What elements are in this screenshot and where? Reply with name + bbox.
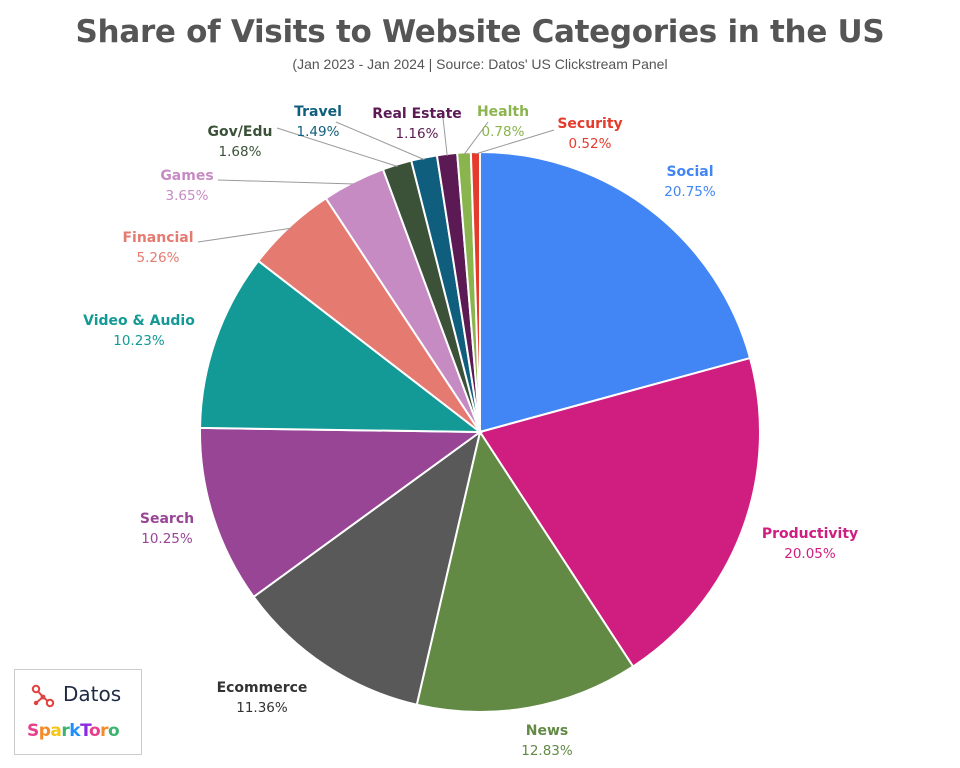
leader-line-financial xyxy=(197,227,291,243)
slice-value-travel: 1.49% xyxy=(297,124,340,140)
slice-value-productivity: 20.05% xyxy=(784,546,836,562)
leader-line-security xyxy=(475,129,555,155)
slice-value-search: 10.25% xyxy=(141,531,193,547)
leader-lines xyxy=(197,117,555,243)
logo-box: Datos SparkToro xyxy=(14,669,142,755)
leader-line-health xyxy=(463,121,489,155)
slice-label-gov-edu: Gov/Edu xyxy=(208,124,273,140)
datos-logo-text: Datos xyxy=(63,682,122,706)
pie-slice-security xyxy=(469,150,481,433)
slice-value-social: 20.75% xyxy=(664,184,716,200)
slice-label-financial: Financial xyxy=(122,230,193,246)
pie-slice-ecommerce xyxy=(252,429,482,706)
slice-label-health: Health xyxy=(477,104,529,120)
leader-line-real-estate xyxy=(442,117,448,156)
pie-slice-productivity xyxy=(478,356,761,668)
datos-network-icon xyxy=(31,684,55,708)
pie-slices xyxy=(199,150,761,713)
slice-value-news: 12.83% xyxy=(521,743,573,759)
slice-label-games: Games xyxy=(160,168,213,184)
slice-label-search: Search xyxy=(140,511,194,527)
leader-line-travel xyxy=(335,121,425,161)
slice-label-video-and-audio: Video & Audio xyxy=(83,313,195,329)
slice-value-security: 0.52% xyxy=(569,136,612,152)
slice-label-news: News xyxy=(526,723,568,739)
slice-label-ecommerce: Ecommerce xyxy=(217,680,308,696)
slice-value-health: 0.78% xyxy=(482,124,525,140)
slice-value-video-and-audio: 10.23% xyxy=(113,333,165,349)
sparktoro-logo: SparkToro xyxy=(27,721,120,741)
slice-value-real-estate: 1.16% xyxy=(396,126,439,142)
leader-line-games xyxy=(217,179,355,185)
slice-label-security: Security xyxy=(557,116,622,132)
slice-label-productivity: Productivity xyxy=(762,526,858,542)
slice-value-financial: 5.26% xyxy=(137,250,180,266)
pie-slice-news xyxy=(415,429,635,713)
chart-subtitle: (Jan 2023 - Jan 2024 | Source: Datos' US… xyxy=(292,56,668,72)
slice-labels: Social 20.75% Productivity 20.05% News 12.83%… xyxy=(83,104,858,759)
pie-slice-social xyxy=(479,150,752,434)
slice-label-social: Social xyxy=(666,164,713,180)
slice-value-ecommerce: 11.36% xyxy=(236,700,288,716)
pie-slice-video-and-audio xyxy=(199,259,483,434)
chart-title: Share of Visits to Website Categories in… xyxy=(75,14,885,50)
leader-line-gov-edu xyxy=(276,127,398,167)
slice-label-real-estate: Real Estate xyxy=(372,106,462,122)
slice-label-travel: Travel xyxy=(294,104,342,120)
slice-value-games: 3.65% xyxy=(166,188,209,204)
slice-value-gov-edu: 1.68% xyxy=(219,144,262,160)
pie-slice-search xyxy=(199,426,484,599)
